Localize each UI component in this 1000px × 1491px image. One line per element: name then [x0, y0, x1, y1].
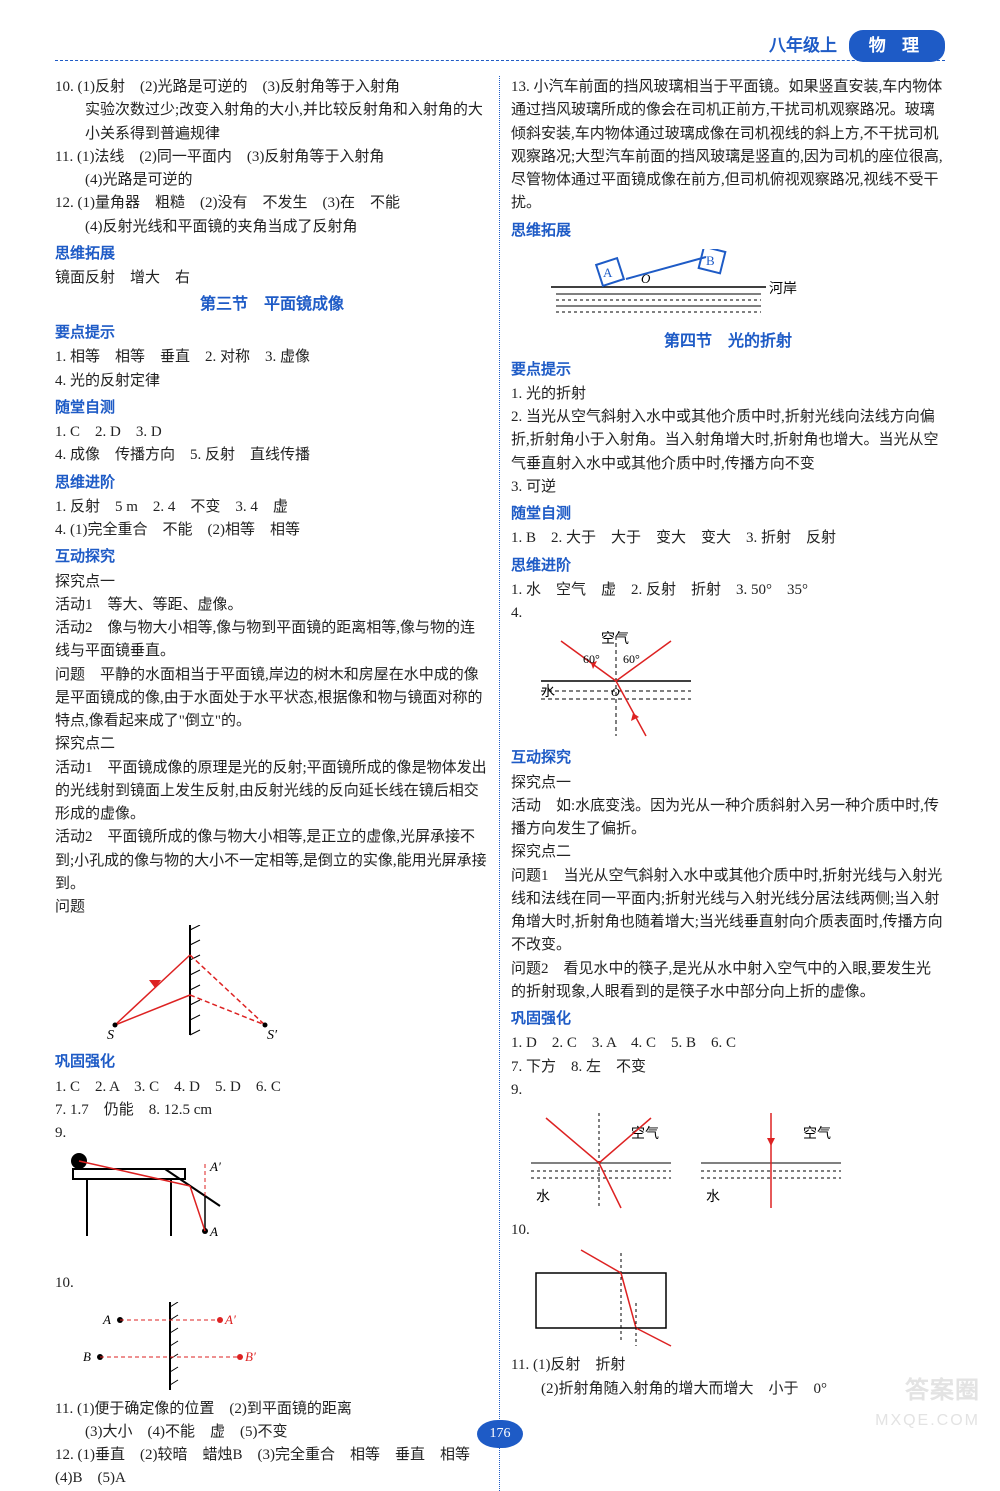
- watermark-line2: MXQE.COM: [875, 1409, 980, 1434]
- page-number: 176: [477, 1420, 523, 1448]
- text-line: 活动1 等大、等距、虚像。: [55, 594, 489, 617]
- subject-pill: 物 理: [849, 30, 945, 62]
- text-line: 7. 1.7 仍能 8. 12.5 cm: [55, 1099, 489, 1122]
- image-pair-diagram: A B A′ B′: [75, 1302, 489, 1392]
- left-column: 10. (1)反射 (2)光路是可逆的 (3)反射角等于入射角 实验次数过少;改…: [55, 76, 489, 1491]
- sub-heading: 随堂自测: [511, 503, 945, 526]
- header-rule: [55, 60, 945, 61]
- grade-label: 八年级上: [769, 33, 837, 59]
- text-line: 探究点一: [511, 772, 945, 795]
- section-title: 第四节 光的折射: [511, 330, 945, 355]
- mirror-ray-diagram: S S′: [85, 925, 489, 1045]
- watermark-line1: 答案圈: [875, 1372, 980, 1409]
- text-line: 1. 相等 相等 垂直 2. 对称 3. 虚像: [55, 346, 489, 369]
- text-line: 4. 光的反射定律: [55, 370, 489, 393]
- text-line: 4.: [511, 602, 945, 625]
- text-line: (4)反射光线和平面镜的夹角当成了反射角: [55, 216, 489, 239]
- content-columns: 10. (1)反射 (2)光路是可逆的 (3)反射角等于入射角 实验次数过少;改…: [55, 76, 945, 1491]
- text-line: 9.: [511, 1079, 945, 1102]
- text-line: 10. (1)反射 (2)光路是可逆的 (3)反射角等于入射角: [55, 76, 489, 99]
- text-line: 探究点二: [55, 733, 489, 756]
- sub-heading: 互动探究: [55, 546, 489, 569]
- text-line: 10.: [511, 1219, 945, 1242]
- sub-heading: 巩固强化: [55, 1051, 489, 1074]
- watermark: 答案圈 MXQE.COM: [875, 1372, 980, 1434]
- svg-text:B: B: [706, 253, 715, 268]
- text-line: 镜面反射 增大 右: [55, 267, 489, 290]
- text-line: 7. 下方 8. 左 不变: [511, 1056, 945, 1079]
- sub-heading: 思维拓展: [55, 243, 489, 266]
- glass-block-diagram: [521, 1248, 945, 1348]
- text-line: 9.: [55, 1122, 489, 1145]
- text-line: 11. (1)法线 (2)同一平面内 (3)反射角等于入射角: [55, 146, 489, 169]
- text-line: (4)光路是可逆的: [55, 169, 489, 192]
- text-line: 1. C 2. D 3. D: [55, 421, 489, 444]
- svg-text:A: A: [102, 1312, 111, 1327]
- svg-text:A: A: [603, 265, 613, 280]
- svg-text:水: 水: [536, 1189, 550, 1205]
- svg-text:B′: B′: [245, 1349, 256, 1364]
- text-line: 1. 水 空气 虚 2. 反射 折射 3. 50° 35°: [511, 579, 945, 602]
- sub-heading: 思维拓展: [511, 220, 945, 243]
- svg-text:60°: 60°: [583, 652, 600, 666]
- text-line: 12. (1)垂直 (2)较暗 蜡烛B (3)完全重合 相等 垂直 相等 (4)…: [55, 1444, 489, 1491]
- text-line: 1. 光的折射: [511, 383, 945, 406]
- text-line: 问题1 当光从空气斜射入水中或其他介质中时,折射光线与入射光线和法线在同一平面内…: [511, 865, 945, 958]
- svg-text:水: 水: [541, 684, 555, 700]
- riverbank-diagram: A B O 河岸: [541, 249, 945, 324]
- svg-text:O: O: [611, 685, 620, 699]
- sub-heading: 互动探究: [511, 747, 945, 770]
- right-column: 13. 小汽车前面的挡风玻璃相当于平面镜。如果竖直安装,车内物体通过挡风玻璃所成…: [511, 76, 945, 1491]
- svg-text:A′: A′: [224, 1312, 236, 1327]
- svg-text:B: B: [83, 1349, 91, 1364]
- section-title: 第三节 平面镜成像: [55, 293, 489, 318]
- text-line: 探究点二: [511, 841, 945, 864]
- sub-heading: 巩固强化: [511, 1008, 945, 1031]
- sub-heading: 随堂自测: [55, 397, 489, 420]
- text-line: 2. 当光从空气斜射入水中或其他介质中时,折射光线向法线方向偏折,折射角小于入射…: [511, 406, 945, 476]
- svg-text:O: O: [641, 271, 651, 286]
- text-line: 4. (1)完全重合 不能 (2)相等 相等: [55, 519, 489, 542]
- svg-text:水: 水: [706, 1189, 720, 1205]
- sub-heading: 要点提示: [55, 322, 489, 345]
- text-line: 探究点一: [55, 571, 489, 594]
- column-divider: [499, 76, 500, 1491]
- svg-text:A′: A′: [209, 1159, 221, 1174]
- sub-heading: 要点提示: [511, 359, 945, 382]
- svg-text:60°: 60°: [623, 652, 640, 666]
- text-line: 实验次数过少;改变入射角的大小,并比较反射角和入射角的大小关系得到普遍规律: [55, 99, 489, 146]
- svg-text:空气: 空气: [631, 1126, 659, 1142]
- table-mirror-diagram: A A′: [65, 1151, 489, 1266]
- text-line: 问题 平静的水面相当于平面镜,岸边的树木和房屋在水中成的像是平面镜成的像,由于水…: [55, 664, 489, 734]
- riverbank-label: 河岸: [769, 281, 797, 297]
- text-line: 活动 如:水底变浅。因为光从一种介质斜射入另一种介质中时,传播方向发生了偏折。: [511, 795, 945, 842]
- svg-text:S′: S′: [267, 1028, 278, 1043]
- text-line: 12. (1)量角器 粗糙 (2)没有 不发生 (3)在 不能: [55, 192, 489, 215]
- refraction-60-diagram: 空气 水 60° 60° O: [531, 631, 945, 741]
- text-line: 问题: [55, 896, 489, 919]
- text-line: 10.: [55, 1272, 489, 1295]
- text-line: (3)大小 (4)不能 虚 (5)不变: [55, 1421, 489, 1444]
- text-line: 11. (1)便于确定像的位置 (2)到平面镜的距离: [55, 1398, 489, 1421]
- text-line: 1. B 2. 大于 大于 变大 变大 3. 折射 反射: [511, 527, 945, 550]
- text-line: 活动2 像与物大小相等,像与物到平面镜的距离相等,像与物的连线与平面镜垂直。: [55, 617, 489, 664]
- svg-text:A: A: [209, 1224, 218, 1239]
- svg-text:S: S: [107, 1028, 114, 1043]
- refraction-pair-diagram: 空气 水 空气 水: [521, 1108, 945, 1213]
- text-line: 活动2 平面镜所成的像与物大小相等,是正立的虚像,光屏承接不到;小孔成的像与物的…: [55, 826, 489, 896]
- text-line: 13. 小汽车前面的挡风玻璃相当于平面镜。如果竖直安装,车内物体通过挡风玻璃所成…: [511, 76, 945, 216]
- text-line: 4. 成像 传播方向 5. 反射 直线传播: [55, 444, 489, 467]
- sub-heading: 思维进阶: [55, 472, 489, 495]
- text-line: 1. D 2. C 3. A 4. C 5. B 6. C: [511, 1032, 945, 1055]
- text-line: 活动1 平面镜成像的原理是光的反射;平面镜所成的像是物体发出的光线射到镜面上发生…: [55, 757, 489, 827]
- page-header: 八年级上 物 理: [55, 30, 945, 64]
- svg-text:空气: 空气: [601, 631, 629, 647]
- text-line: 3. 可逆: [511, 476, 945, 499]
- svg-text:空气: 空气: [803, 1126, 831, 1142]
- sub-heading: 思维进阶: [511, 555, 945, 578]
- text-line: 1. C 2. A 3. C 4. D 5. D 6. C: [55, 1076, 489, 1099]
- text-line: 问题2 看见水中的筷子,是光从水中射入空气中的入眼,要发生光的折射现象,人眼看到…: [511, 958, 945, 1005]
- text-line: 1. 反射 5 m 2. 4 不变 3. 4 虚: [55, 496, 489, 519]
